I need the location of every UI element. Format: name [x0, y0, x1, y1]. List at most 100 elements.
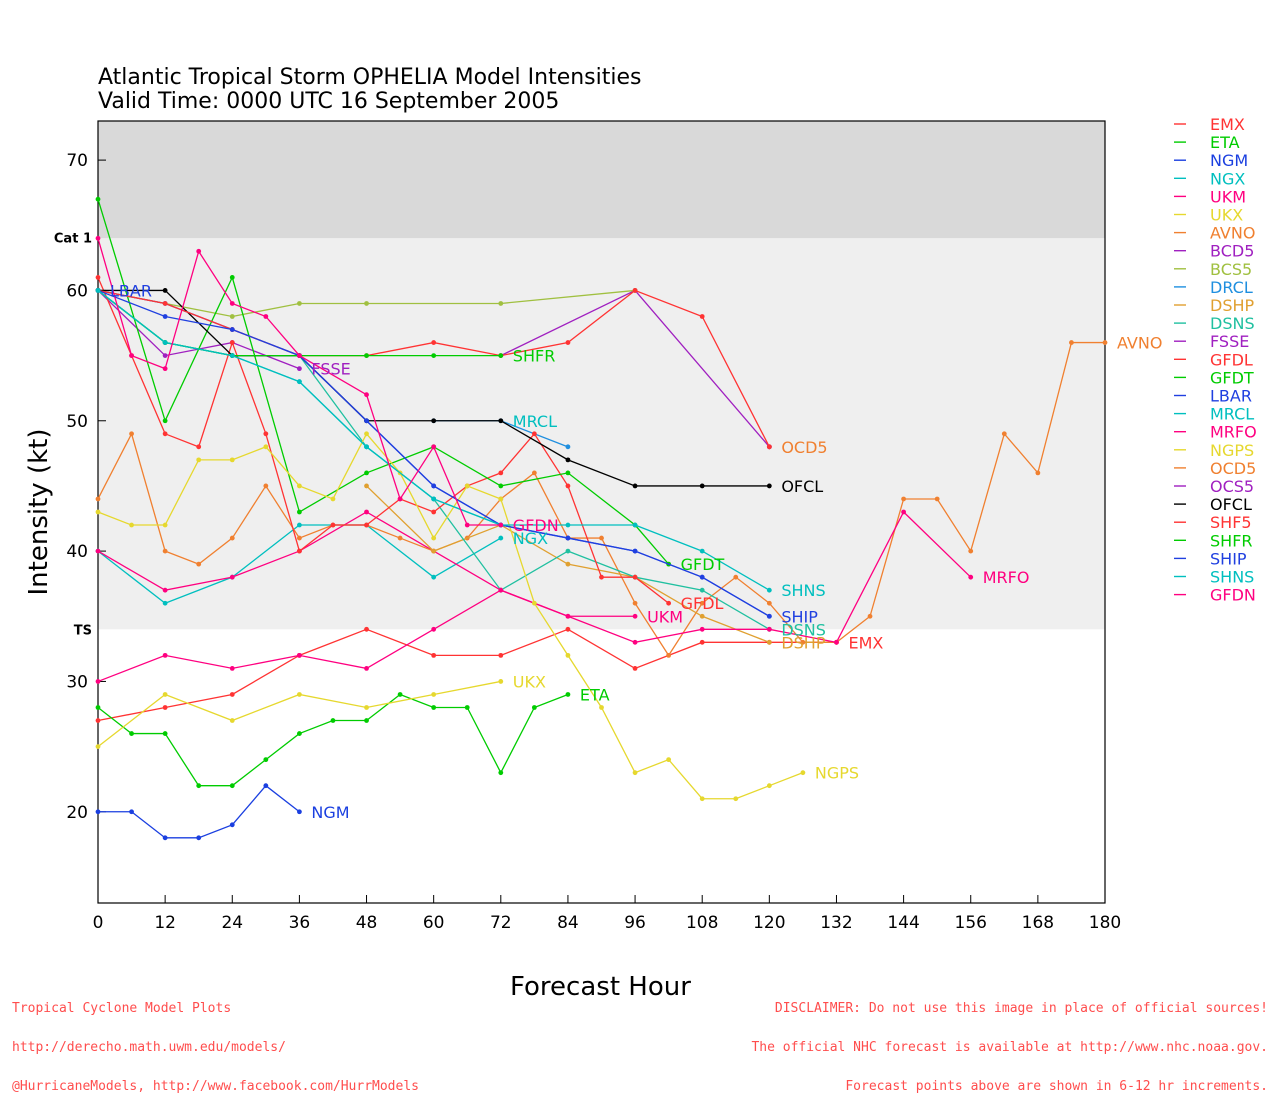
- point-shns: [431, 496, 437, 502]
- point-shf5: [632, 288, 638, 293]
- point-bcs5: [229, 314, 235, 319]
- point-mrfo: [632, 639, 638, 645]
- point-shns: [565, 522, 571, 528]
- point-ship: [699, 574, 705, 580]
- x-tick-label: 84: [557, 913, 579, 933]
- point-ngx: [498, 535, 504, 541]
- point-ukm: [364, 509, 369, 515]
- point-ukm: [162, 587, 168, 593]
- x-tick-label: 120: [753, 913, 785, 933]
- footer-disclaimer-line-1: DISCLAIMER: Do not use this image in pla…: [774, 1001, 1268, 1016]
- series-end-label: NGPS: [815, 764, 859, 783]
- point-gfdn: [297, 353, 302, 358]
- legend-entry: SHNS: [1210, 568, 1254, 587]
- legend-entry: OCS5: [1210, 477, 1254, 496]
- point-shns: [632, 522, 638, 528]
- point-ship: [364, 418, 369, 424]
- legend-entry: DRCL: [1210, 278, 1253, 297]
- footer-credits: Tropical Cyclone Model Plots http://dere…: [12, 976, 419, 1106]
- point-gfdt: [364, 470, 369, 476]
- series-end-label: NGX: [513, 529, 548, 548]
- series-end-label: OFCL: [781, 477, 823, 496]
- legend-entry: DSHP: [1210, 296, 1255, 315]
- point-mrfo: [766, 626, 772, 632]
- series-end-label: LBAR: [110, 281, 152, 300]
- point-eta: [498, 770, 504, 776]
- point-avno: [632, 600, 638, 606]
- point-shns: [766, 587, 772, 593]
- point-ngps: [330, 496, 336, 502]
- series-line-gfdl: [97, 277, 670, 604]
- point-shf5: [699, 314, 705, 319]
- point-ukx: [162, 692, 168, 697]
- point-gfdl: [431, 509, 437, 515]
- point-shns: [364, 444, 369, 450]
- legend-entry: UKM: [1210, 187, 1246, 206]
- point-avno: [666, 652, 672, 658]
- footer-disclaimer-line-2: The official NHC forecast is available a…: [751, 1040, 1268, 1055]
- point-avno: [766, 600, 772, 606]
- legend-entry: EMX: [1210, 115, 1245, 134]
- legend-entry: GFDN: [1210, 586, 1256, 605]
- point-ofcl: [766, 483, 772, 489]
- legend-entry: ETA: [1210, 133, 1240, 152]
- series-end-label: SHIP: [781, 607, 818, 626]
- point-ngps: [464, 483, 470, 489]
- series-end-label: FSSE: [311, 360, 350, 379]
- point-eta: [364, 718, 369, 723]
- point-ngps: [431, 535, 437, 541]
- point-ngps: [766, 783, 772, 789]
- point-ngm: [297, 809, 302, 815]
- point-fsse: [297, 366, 302, 372]
- point-emx: [498, 652, 504, 658]
- point-gfdl: [330, 522, 336, 528]
- legend-entry: AVNO: [1210, 224, 1255, 243]
- point-mrfo: [699, 626, 705, 632]
- series-end-label: EMX: [848, 633, 883, 652]
- legend-entry: DSNS: [1210, 314, 1255, 333]
- series-line-ngps: [97, 432, 804, 800]
- point-gfdn: [196, 248, 202, 254]
- point-mrfo: [968, 574, 974, 580]
- point-emx: [229, 692, 235, 697]
- point-ukx: [431, 692, 437, 697]
- point-mrfo: [162, 652, 168, 658]
- point-bcs5: [297, 301, 302, 306]
- point-avno: [531, 470, 537, 476]
- point-ofcl: [632, 483, 638, 489]
- point-eta: [263, 757, 269, 763]
- point-ship: [632, 548, 638, 554]
- legend-entry: FSSE: [1210, 332, 1249, 351]
- x-tick-label: 12: [154, 913, 176, 933]
- point-ngps: [632, 770, 638, 776]
- point-dsns: [699, 587, 705, 593]
- point-gfdn: [229, 301, 235, 306]
- point-ngps: [129, 522, 134, 528]
- point-eta: [196, 783, 202, 789]
- point-eta: [464, 705, 470, 710]
- point-avno: [229, 535, 235, 541]
- point-ngps: [263, 444, 269, 450]
- x-tick-label: 144: [887, 913, 919, 933]
- point-shns: [297, 379, 302, 385]
- series-line-emx: [97, 628, 837, 722]
- legend-entry: GFDT: [1210, 368, 1254, 387]
- series-line-ukx: [97, 680, 501, 748]
- point-gfdn: [263, 314, 269, 319]
- point-gfdn: [129, 353, 134, 358]
- y-tick-label: 30: [66, 672, 88, 692]
- point-dshp: [565, 561, 571, 567]
- intensity-chart: Cat 1 TS 0 12 24 36 48 60 72 84 96 108 120 132 144 156 1…: [24, 115, 1257, 933]
- point-ngx: [162, 600, 168, 606]
- point-avno: [901, 496, 906, 502]
- point-ship: [766, 613, 772, 619]
- point-ukx: [229, 718, 235, 723]
- point-gfdl: [297, 548, 302, 554]
- point-gfdl: [498, 470, 504, 476]
- point-ngps: [531, 600, 537, 606]
- series-line-eta: [97, 693, 569, 787]
- point-eta: [162, 731, 168, 736]
- point-ngx: [431, 574, 437, 580]
- point-gfdl: [666, 600, 672, 606]
- legend-entry: BCS5: [1210, 260, 1252, 279]
